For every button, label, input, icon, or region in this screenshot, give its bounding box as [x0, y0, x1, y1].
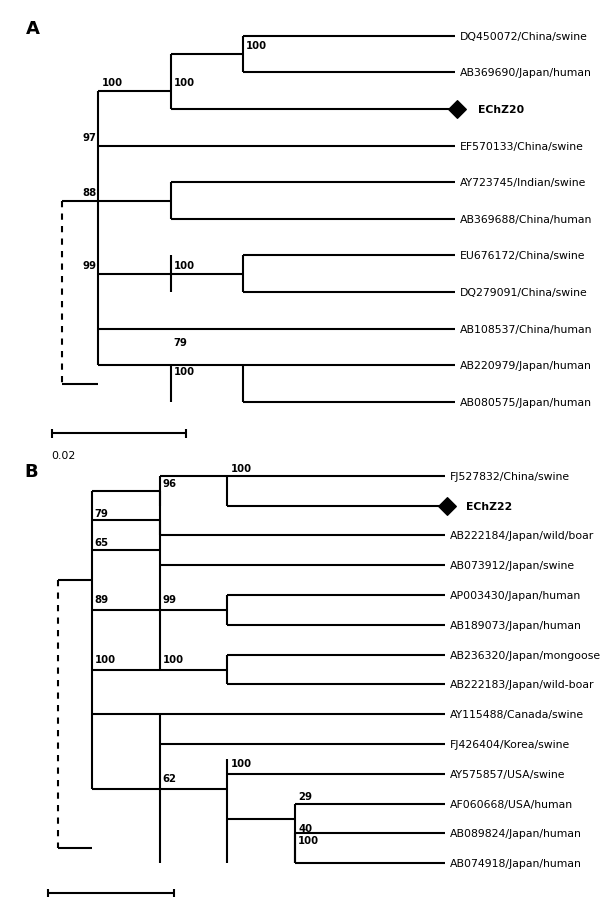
Text: 96: 96 [163, 478, 176, 488]
Text: AY115488/Canada/swine: AY115488/Canada/swine [450, 710, 584, 720]
Text: 100: 100 [174, 261, 195, 271]
Text: 0.02: 0.02 [52, 450, 76, 460]
Text: EF570133/China/swine: EF570133/China/swine [460, 142, 584, 152]
Text: AB080575/Japan/human: AB080575/Japan/human [460, 398, 592, 408]
Text: 79: 79 [95, 508, 109, 518]
Text: 100: 100 [298, 835, 319, 845]
Text: FJ527832/China/swine: FJ527832/China/swine [450, 471, 570, 482]
Text: AB369688/China/human: AB369688/China/human [460, 215, 593, 225]
Text: 89: 89 [95, 594, 109, 604]
Text: 100: 100 [163, 654, 184, 664]
Text: AB074918/Japan/human: AB074918/Japan/human [450, 859, 582, 869]
Text: EChZ20: EChZ20 [478, 105, 524, 115]
Text: AB369690/Japan/human: AB369690/Japan/human [460, 69, 592, 78]
Text: AB222183/Japan/wild-boar: AB222183/Japan/wild-boar [450, 680, 595, 690]
Text: AB189073/Japan/human: AB189073/Japan/human [450, 621, 582, 630]
Point [452, 103, 462, 117]
Text: AB222184/Japan/wild/boar: AB222184/Japan/wild/boar [450, 530, 594, 541]
Point [442, 499, 452, 513]
Text: 99: 99 [163, 594, 176, 604]
Text: AB089824/Japan/human: AB089824/Japan/human [450, 829, 582, 839]
Text: EU676172/China/swine: EU676172/China/swine [460, 251, 586, 262]
Text: AP003430/Japan/human: AP003430/Japan/human [450, 590, 581, 601]
Text: 100: 100 [174, 367, 195, 377]
Text: 88: 88 [82, 188, 96, 198]
Text: 79: 79 [174, 337, 188, 347]
Text: 100: 100 [95, 654, 116, 664]
Text: EChZ22: EChZ22 [466, 501, 513, 511]
Text: DQ279091/China/swine: DQ279091/China/swine [460, 288, 588, 298]
Text: A: A [26, 20, 40, 38]
Text: FJ426404/Korea/swine: FJ426404/Korea/swine [450, 740, 570, 750]
Text: AY723745/Indian/swine: AY723745/Indian/swine [460, 178, 587, 188]
Text: 100: 100 [174, 78, 195, 87]
Text: DQ450072/China/swine: DQ450072/China/swine [460, 32, 588, 41]
Text: AB236320/Japan/mongoose: AB236320/Japan/mongoose [450, 650, 600, 660]
Text: AB108537/China/human: AB108537/China/human [460, 325, 593, 335]
Text: AB220979/Japan/human: AB220979/Japan/human [460, 361, 592, 371]
Text: 99: 99 [82, 261, 96, 271]
Text: AY575857/USA/swine: AY575857/USA/swine [450, 769, 566, 779]
Text: 29: 29 [298, 791, 312, 801]
Text: 97: 97 [82, 133, 96, 143]
Text: 100: 100 [246, 41, 268, 51]
Text: 62: 62 [163, 773, 176, 783]
Text: 65: 65 [95, 538, 109, 548]
Text: 100: 100 [230, 464, 251, 474]
Text: AF060668/USA/human: AF060668/USA/human [450, 799, 573, 809]
Text: 40: 40 [298, 824, 312, 833]
Text: B: B [24, 463, 38, 481]
Text: AB073912/Japan/swine: AB073912/Japan/swine [450, 560, 575, 571]
Text: 100: 100 [230, 758, 251, 768]
Text: 100: 100 [101, 78, 122, 87]
